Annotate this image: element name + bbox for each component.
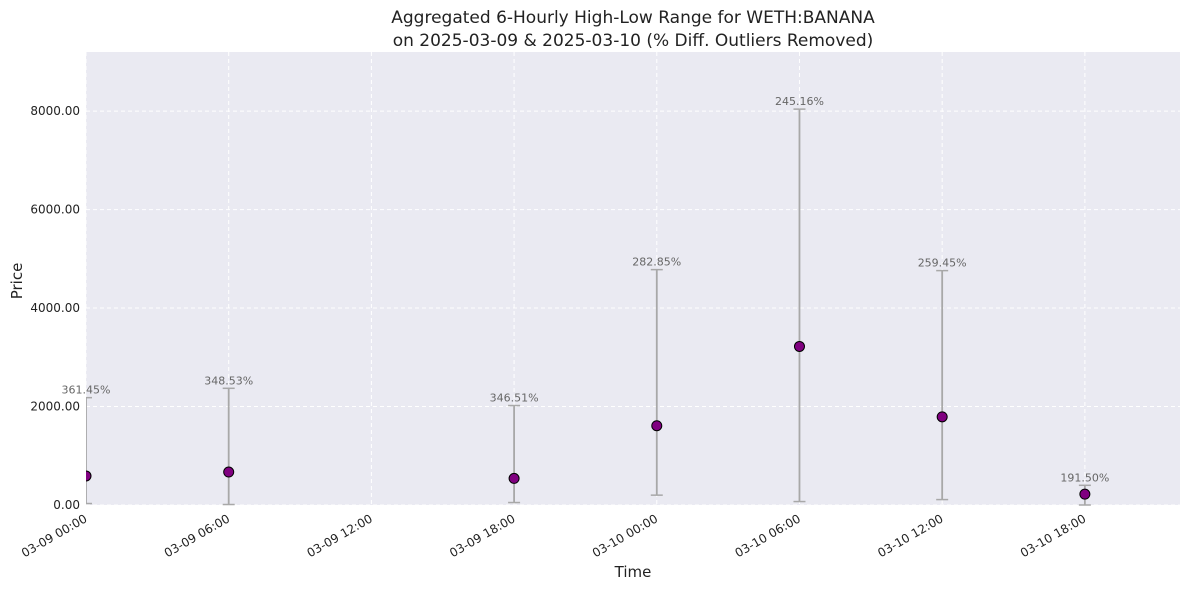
pct-diff-label: 191.50% [1060, 471, 1109, 484]
data-point [1079, 488, 1091, 500]
y-axis-label: Price [8, 263, 26, 300]
y-tick-label: 8000.00 [30, 104, 80, 118]
errorbar-layer [86, 108, 1091, 506]
x-tick-label: 03-09 00:00 [19, 511, 89, 560]
pct-diff-label: 346.51% [490, 392, 539, 405]
pct-diff-label: 348.53% [204, 374, 253, 387]
x-tick-label: 03-10 00:00 [590, 511, 660, 560]
label-layer: 361.45% 348.53% 346.51% 282.85% 245.16% 259.4… [62, 95, 1110, 484]
y-tick-label: 6000.00 [30, 203, 80, 217]
data-point [223, 466, 235, 478]
data-point [86, 470, 92, 482]
y-tick-label: 2000.00 [30, 400, 80, 414]
x-tick-label: 03-09 06:00 [162, 511, 232, 560]
x-tick-label: 03-10 18:00 [1018, 511, 1088, 560]
chart-title: Aggregated 6-Hourly High-Low Range for W… [391, 8, 875, 28]
pct-diff-label: 361.45% [62, 384, 111, 397]
y-tick-label: 0.00 [53, 498, 80, 512]
chart-subtitle: on 2025-03-09 & 2025-03-10 (% Diff. Outl… [393, 31, 874, 51]
x-tick-label: 03-10 12:00 [875, 511, 945, 560]
data-point [508, 472, 520, 484]
x-tick-label: 03-10 06:00 [733, 511, 803, 560]
point-layer [86, 340, 1091, 500]
x-axis-label: Time [614, 563, 652, 581]
x-tick-label: 03-09 18:00 [447, 511, 517, 560]
data-point [936, 411, 948, 423]
plot-background [86, 52, 1180, 505]
x-tick-label: 03-09 12:00 [304, 511, 374, 560]
pct-diff-label: 282.85% [632, 256, 681, 269]
data-point [651, 420, 663, 432]
pct-diff-label: 245.16% [775, 95, 824, 108]
data-point [793, 340, 805, 352]
y-tick-label: 4000.00 [30, 301, 80, 315]
pct-diff-label: 259.45% [918, 257, 967, 270]
